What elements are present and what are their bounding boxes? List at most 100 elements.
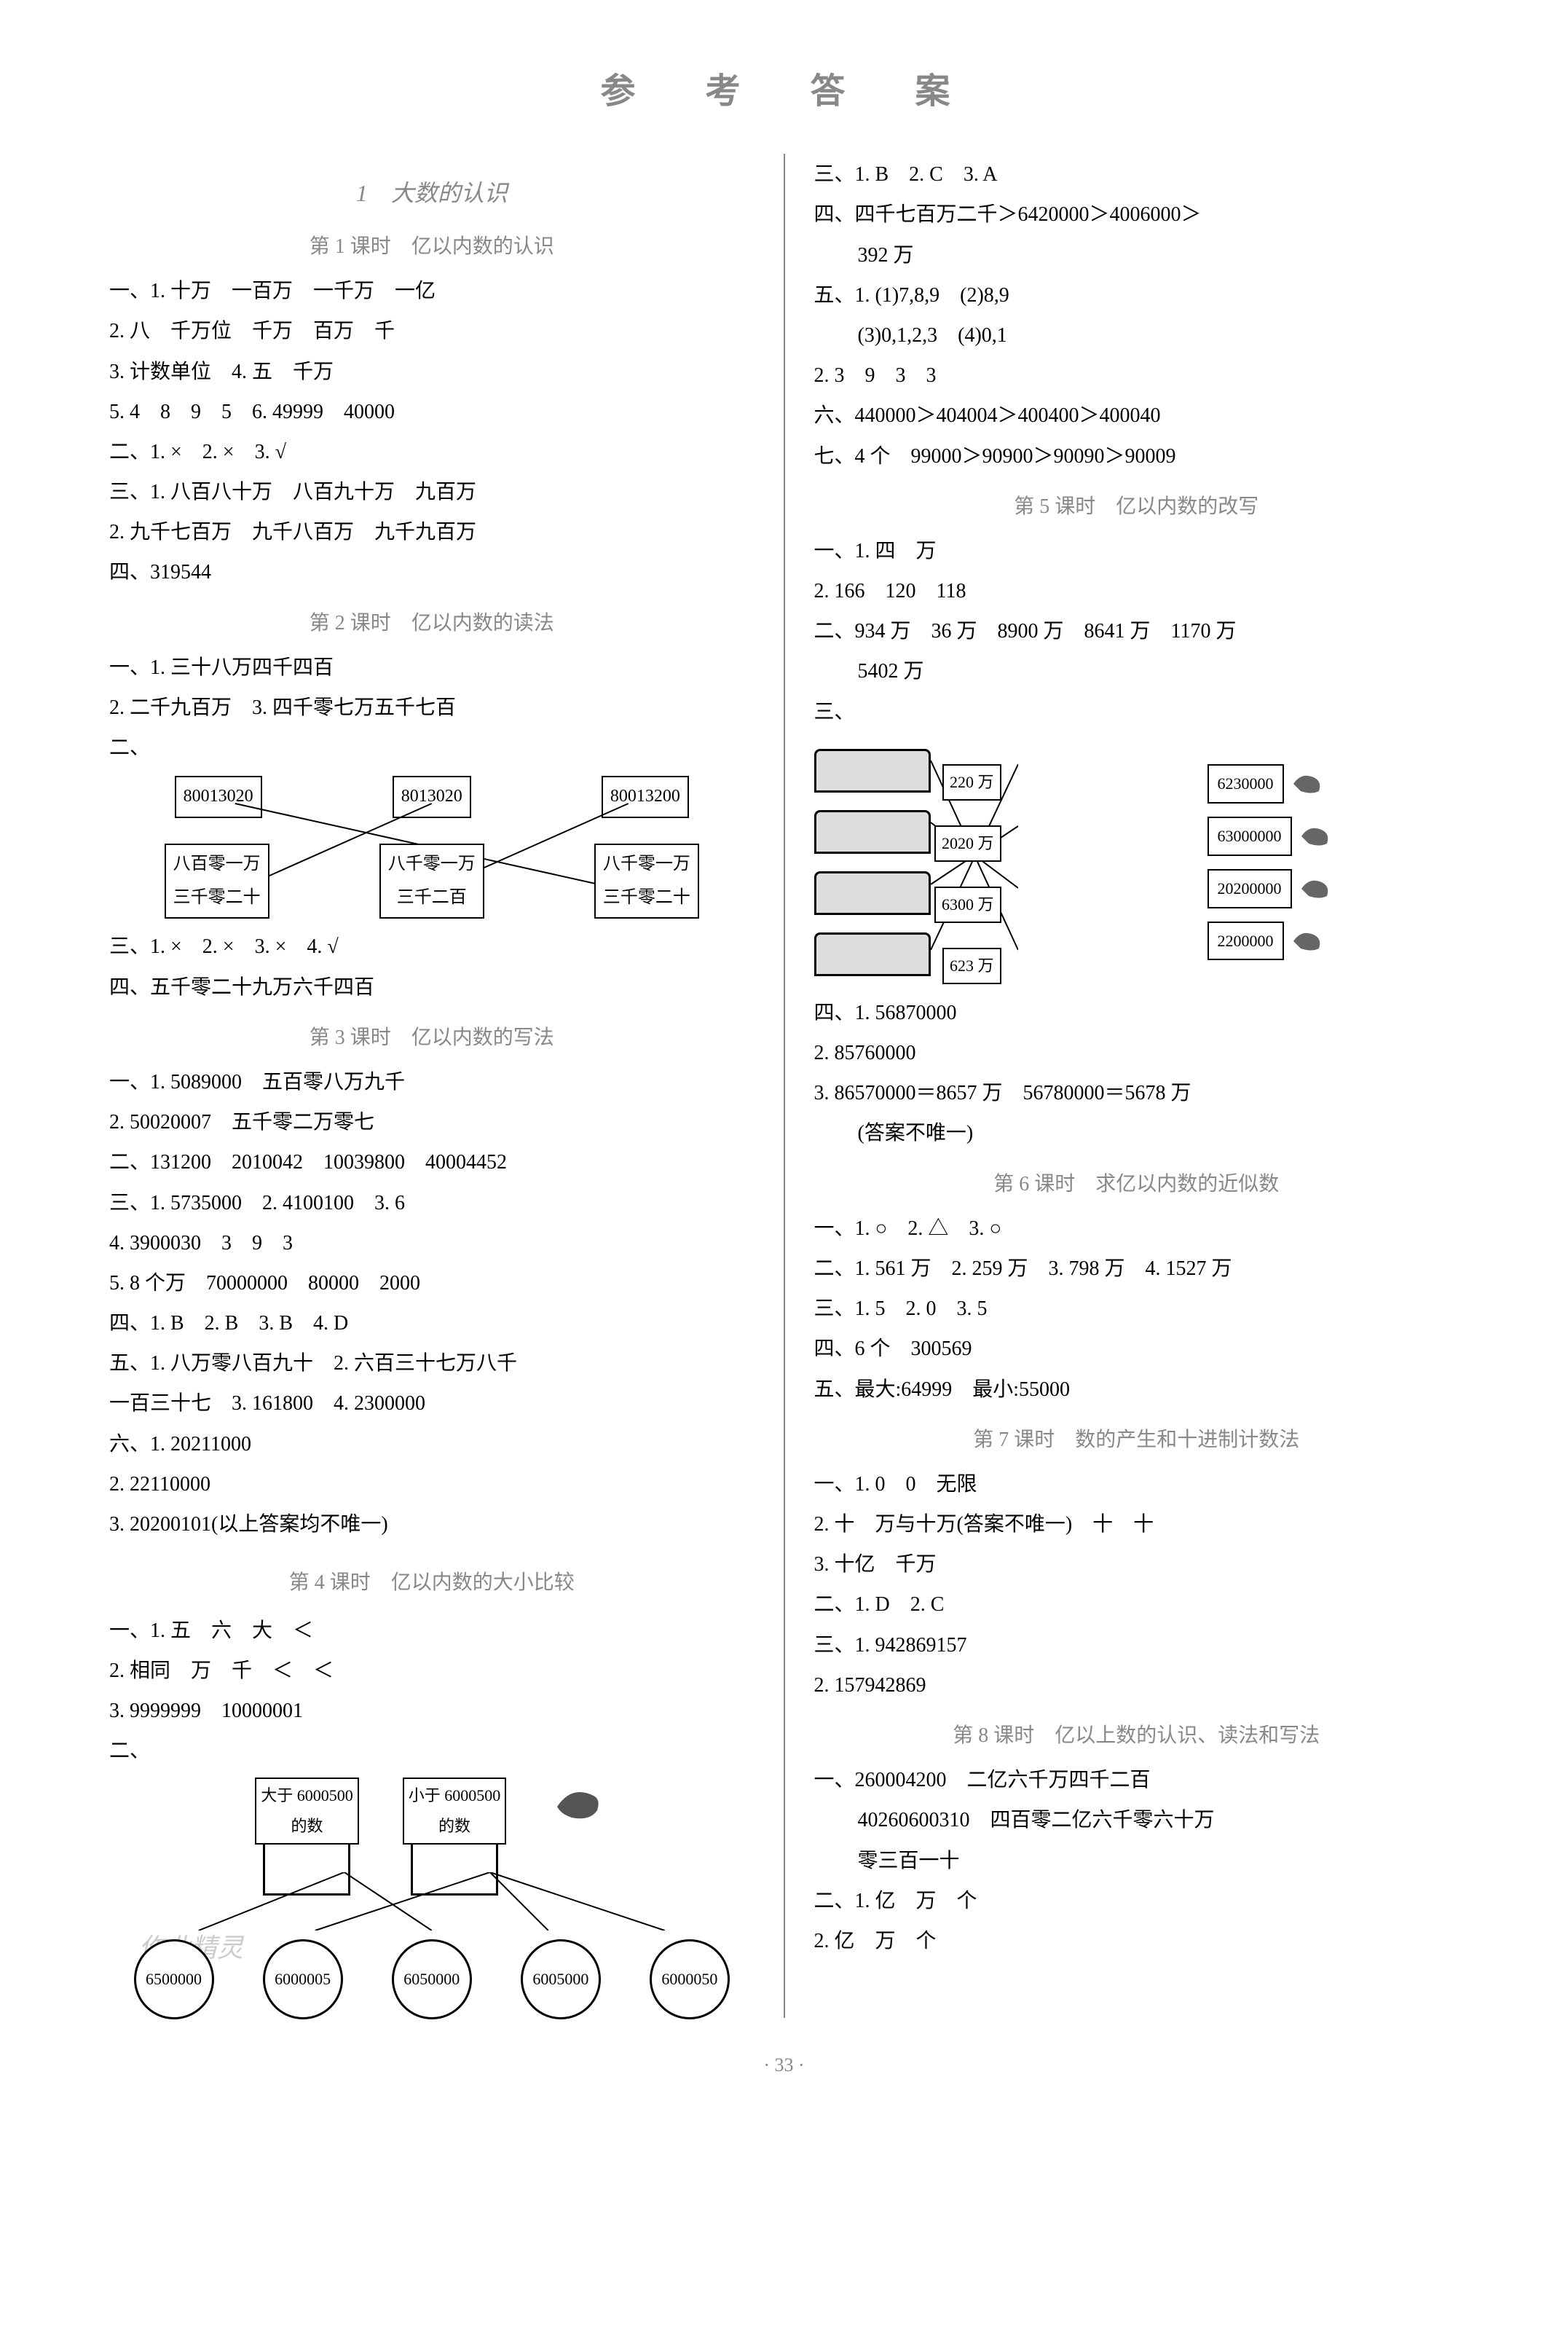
lesson3-heading: 第 3 课时 亿以内数的写法 <box>109 1018 755 1057</box>
basket-lines-svg <box>109 1872 755 1931</box>
text-line: 三、1. × 2. × 3. × 4. √ <box>109 927 755 966</box>
right-column: 三、1. B 2. C 3. A 四、四千七百万二千＞6420000＞40060… <box>785 154 1481 2018</box>
text-line: 5. 8 个万 70000000 80000 2000 <box>109 1264 755 1303</box>
text-line: 2. 亿 万 个 <box>814 1922 1459 1960</box>
text-line: 六、1. 20211000 <box>109 1425 755 1464</box>
text-line: 一、1. ○ 2. △ 3. ○ <box>814 1209 1459 1248</box>
text-line: 2. 二千九百万 3. 四千零七万五千七百 <box>109 688 755 727</box>
diagram-box: 八千零一万 三千二百 <box>379 844 484 919</box>
mailbox-icon: 2020 万 <box>814 810 931 854</box>
lesson4-heading: 第 4 课时 亿以内数的大小比较 <box>109 1555 755 1605</box>
mailbox-diagram: 220 万 2020 万 6300 万 623 万 6230000 630000… <box>814 739 1459 986</box>
text-line: 一、1. 0 0 无限 <box>814 1465 1459 1504</box>
text-line: 三、1. 5 2. 0 3. 5 <box>814 1289 1459 1328</box>
text-line: 四、1. 56870000 <box>814 994 1459 1032</box>
text-line: 六、440000＞404004＞400400＞400040 <box>814 396 1459 435</box>
bird-icon <box>1290 927 1326 956</box>
text-line: 2. 十 万与十万(答案不唯一) 十 十 <box>814 1505 1459 1544</box>
mailbox-label: 220 万 <box>942 764 1001 801</box>
text-line: 3. 20200101(以上答案均不唯一) <box>109 1505 755 1544</box>
diagram-box: 八千零一万 三千零二十 <box>594 844 699 919</box>
text-line: 3. 十亿 千万 <box>814 1545 1459 1584</box>
basket-label: 小于 6000500 的数 <box>403 1778 507 1845</box>
lesson5-heading: 第 5 课时 亿以内数的改写 <box>814 487 1459 526</box>
text-line: 二、934 万 36 万 8900 万 8641 万 1170 万 <box>814 612 1459 651</box>
text-line: 二、 <box>109 728 755 767</box>
text-line: 2. 八 千万位 千万 百万 千 <box>109 312 755 350</box>
bird-icon <box>1290 769 1326 798</box>
ball: 6005000 <box>521 1939 601 2019</box>
diagram-box: 八百零一万 三千零二十 <box>165 844 269 919</box>
envelope-label: 20200000 <box>1207 869 1292 908</box>
ball: 6050000 <box>392 1939 472 2019</box>
basket-diagram: 大于 6000500 的数 小于 6000500 的数 作业精灵 6500000… <box>109 1778 755 2011</box>
mailbox-label: 6300 万 <box>934 887 1001 923</box>
two-column-container: 1 大数的认识 第 1 课时 亿以内数的认识 一、1. 十万 一百万 一千万 一… <box>87 154 1481 2018</box>
text-line: 2. 166 120 118 <box>814 572 1459 610</box>
text-line: 一、1. 三十八万四千四百 <box>109 648 755 687</box>
text-line: 2. 50020007 五千零二万零七 <box>109 1103 755 1142</box>
envelope-label: 63000000 <box>1207 817 1292 856</box>
text-line: 三、1. 942869157 <box>814 1626 1459 1665</box>
text-line: (3)0,1,2,3 (4)0,1 <box>814 316 1459 355</box>
text-line: 3. 86570000＝8657 万 56780000＝5678 万 <box>814 1074 1459 1112</box>
text-line: 四、1. B 2. B 3. B 4. D <box>109 1304 755 1343</box>
text-line: 二、1. 561 万 2. 259 万 3. 798 万 4. 1527 万 <box>814 1249 1459 1288</box>
text-line: 40260600310 四百零二亿六千零六十万 <box>814 1801 1459 1839</box>
text-line: 五、1. 八万零八百九十 2. 六百三十七万八千 <box>109 1344 755 1383</box>
text-line: 一、1. 四 万 <box>814 532 1459 570</box>
text-line: 七、4 个 99000＞90900＞90090＞90009 <box>814 437 1459 476</box>
envelope-label: 6230000 <box>1207 764 1284 804</box>
text-line: 一、260004200 二亿六千万四千二百 <box>814 1761 1459 1799</box>
page-number: · 33 · <box>87 2047 1481 2083</box>
text-line: 2. 157942869 <box>814 1666 1459 1705</box>
text-line: 2. 85760000 <box>814 1034 1459 1072</box>
text-line: 四、6 个 300569 <box>814 1329 1459 1368</box>
mailbox-icon: 6300 万 <box>814 871 931 915</box>
mailbox-icon: 623 万 <box>814 932 931 976</box>
text-line: 2. 九千七百万 九千八百万 九千九百万 <box>109 513 755 551</box>
text-line: 二、1. 亿 万 个 <box>814 1882 1459 1920</box>
text-line: 零三百一十 <box>814 1842 1459 1880</box>
mailbox-label: 2020 万 <box>934 825 1001 862</box>
text-line: 2. 22110000 <box>109 1465 755 1504</box>
bird-icon <box>1298 874 1334 903</box>
text-line: 二、1. × 2. × 3. √ <box>109 433 755 471</box>
text-line: 一、1. 5089000 五百零八万九千 <box>109 1063 755 1101</box>
text-line: 三、1. B 2. C 3. A <box>814 155 1459 194</box>
lesson1-heading: 第 1 课时 亿以内数的认识 <box>109 227 755 266</box>
lesson2-heading: 第 2 课时 亿以内数的读法 <box>109 604 755 643</box>
text-line: 三、1. 八百八十万 八百九十万 九百万 <box>109 473 755 511</box>
text-line: 4. 3900030 3 9 3 <box>109 1224 755 1262</box>
text-line: 3. 9999999 10000001 <box>109 1692 755 1730</box>
mailbox-label: 623 万 <box>942 948 1001 984</box>
text-line: 一、1. 五 六 大 ＜ <box>109 1611 755 1650</box>
text-line: 三、 <box>814 693 1459 731</box>
text-line: 四、五千零二十九万六千四百 <box>109 968 755 1007</box>
text-line: 一、1. 十万 一百万 一千万 一亿 <box>109 272 755 310</box>
basket-label: 大于 6000500 的数 <box>255 1778 359 1845</box>
ball: 6000005 <box>263 1939 343 2019</box>
text-line: 2. 3 9 3 3 <box>814 356 1459 395</box>
text-line: 一百三十七 3. 161800 4. 2300000 <box>109 1384 755 1423</box>
text-line: 二、 <box>109 1732 755 1770</box>
bird-icon <box>1298 822 1334 851</box>
text-line: (答案不唯一) <box>814 1114 1459 1152</box>
lesson6-heading: 第 6 课时 求亿以内数的近似数 <box>814 1165 1459 1203</box>
text-line: 五、最大:64999 最小:55000 <box>814 1370 1459 1409</box>
text-line: 三、1. 5735000 2. 4100100 3. 6 <box>109 1184 755 1222</box>
text-line: 五、1. (1)7,8,9 (2)8,9 <box>814 276 1459 315</box>
chapter-heading: 1 大数的认识 <box>109 171 755 216</box>
text-line: 二、131200 2010042 10039800 40004452 <box>109 1143 755 1182</box>
text-line: 5. 4 8 9 5 6. 49999 40000 <box>109 393 755 431</box>
text-line: 3. 计数单位 4. 五 千万 <box>109 353 755 391</box>
envelope-label: 2200000 <box>1207 922 1284 961</box>
main-title: 参 考 答 案 <box>87 58 1481 125</box>
text-line: 四、四千七百万二千＞6420000＞4006000＞ <box>814 195 1459 234</box>
text-line: 392 万 <box>814 236 1459 275</box>
cross-match-diagram: 80013020 8013020 80013200 八百零一万 三千零二十 八千… <box>109 774 755 920</box>
text-line: 二、1. D 2. C <box>814 1585 1459 1624</box>
text-line: 四、319544 <box>109 553 755 592</box>
ball: 6000050 <box>650 1939 730 2019</box>
text-line: 2. 相同 万 千 ＜ ＜ <box>109 1651 755 1690</box>
